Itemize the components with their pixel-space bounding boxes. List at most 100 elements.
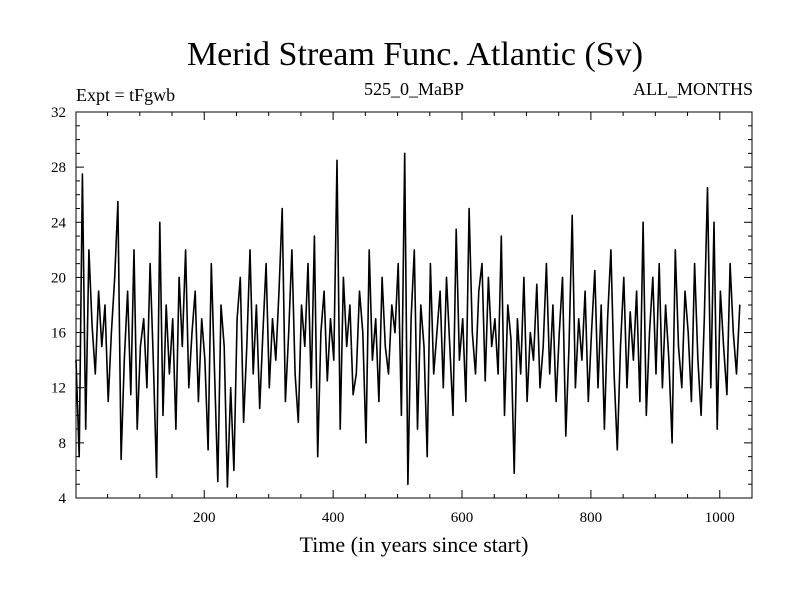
data-point	[259, 407, 261, 409]
data-point	[394, 332, 396, 334]
data-point	[271, 318, 274, 320]
data-point	[623, 276, 625, 278]
data-point	[581, 359, 583, 361]
x-axis-label: Time (in years since start)	[300, 532, 529, 557]
data-point	[716, 428, 718, 430]
data-point	[85, 428, 87, 430]
data-point	[346, 345, 348, 347]
data-point	[429, 263, 431, 265]
data-point	[616, 449, 618, 451]
data-point	[307, 263, 309, 265]
data-point	[178, 276, 180, 278]
data-point	[110, 332, 112, 334]
y-tick-label: 4	[59, 491, 67, 507]
data-point	[497, 373, 499, 375]
data-point	[217, 480, 219, 483]
data-point	[114, 276, 116, 278]
data-point	[404, 152, 406, 154]
data-point	[484, 380, 486, 382]
data-point	[410, 318, 412, 320]
data-point	[143, 318, 145, 320]
data-point	[130, 394, 132, 396]
data-point	[561, 276, 564, 278]
data-point	[181, 345, 183, 347]
data-point	[706, 187, 709, 189]
axis-tick-labels: 200 400 600 800 1000 4 8 12 16 20 24 28 32	[51, 105, 735, 526]
data-point	[223, 345, 225, 347]
data-point	[639, 400, 641, 403]
data-point	[339, 428, 341, 430]
data-point	[697, 359, 699, 361]
y-tick-label: 8	[59, 436, 67, 452]
data-point	[165, 304, 167, 306]
data-point	[397, 263, 399, 265]
data-point	[452, 414, 454, 416]
data-point	[684, 290, 686, 292]
data-point	[333, 359, 335, 361]
data-point	[336, 159, 338, 161]
data-point	[610, 249, 612, 251]
data-point	[320, 332, 322, 334]
data-point	[210, 263, 212, 265]
data-point	[442, 387, 444, 389]
data-point	[690, 400, 693, 403]
data-point	[88, 249, 90, 251]
x-tick-label: 800	[580, 510, 603, 526]
x-tick-label: 200	[193, 510, 216, 526]
data-point	[423, 345, 425, 347]
data-point	[387, 373, 390, 375]
data-point	[391, 304, 393, 306]
data-point	[503, 414, 506, 416]
data-point	[449, 345, 451, 347]
data-point	[291, 249, 293, 251]
data-point	[201, 318, 203, 320]
data-point	[352, 394, 354, 396]
data-point	[455, 228, 457, 230]
chart-subtitle-left: Expt = tFgwb	[76, 85, 175, 105]
data-point	[726, 394, 728, 396]
data-point	[645, 414, 647, 416]
x-tick-label: 400	[322, 510, 345, 526]
data-point	[191, 332, 193, 334]
data-point	[532, 359, 535, 361]
data-point	[687, 332, 689, 334]
data-point	[117, 201, 119, 203]
data-point	[329, 318, 332, 320]
data-point	[146, 387, 148, 389]
data-point	[375, 318, 377, 320]
data-point	[536, 283, 538, 285]
data-point	[661, 387, 664, 389]
data-point	[294, 373, 296, 375]
data-point	[558, 332, 560, 334]
data-point	[297, 421, 299, 423]
axis-ticks	[76, 111, 752, 499]
data-point	[729, 263, 731, 265]
data-point	[426, 456, 428, 458]
data-point	[355, 373, 357, 375]
data-point	[123, 359, 125, 361]
data-point	[214, 373, 216, 375]
data-point	[565, 435, 567, 437]
data-point	[381, 276, 383, 278]
data-point	[139, 345, 141, 347]
chart-title: Merid Stream Func. Atlantic (Sv)	[187, 36, 643, 73]
data-point	[571, 214, 573, 216]
data-point	[233, 469, 235, 471]
data-point	[156, 476, 158, 478]
data-point	[739, 304, 741, 306]
data-point	[185, 249, 187, 251]
data-point	[507, 304, 509, 306]
data-point	[471, 332, 473, 334]
data-point	[368, 249, 370, 251]
data-point	[574, 387, 577, 389]
data-point	[400, 414, 402, 416]
data-point	[671, 442, 673, 444]
data-point	[104, 304, 106, 306]
data-point	[658, 263, 660, 265]
data-point	[284, 400, 286, 403]
data-point	[523, 276, 525, 278]
data-point	[555, 400, 557, 403]
data-point	[545, 263, 548, 265]
data-point	[600, 304, 602, 306]
data-point	[578, 318, 580, 320]
